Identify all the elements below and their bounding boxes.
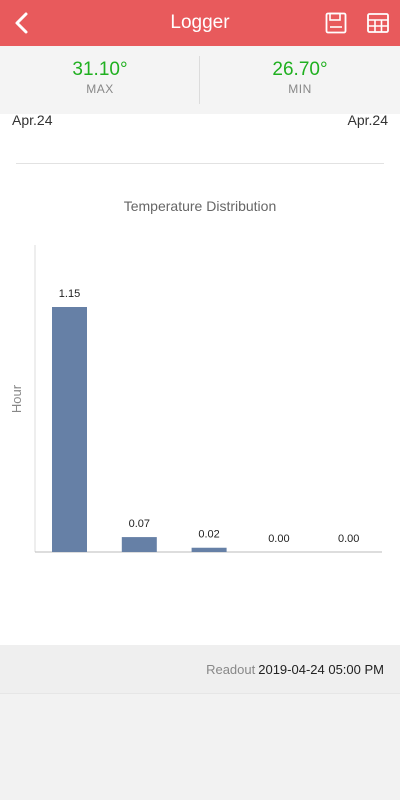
bar-0 (52, 307, 87, 552)
table-icon[interactable] (366, 11, 390, 35)
min-value: 26.70° (272, 59, 328, 80)
bar-value-label-2: 0.02 (198, 529, 219, 541)
y-axis-label: Hour (9, 384, 24, 413)
readout-value: 2019-04-24 05:00 PM (258, 662, 384, 677)
top-navigation-bar: Logger (0, 0, 400, 46)
readout-bar: Readout 2019-04-24 05:00 PM (0, 645, 400, 694)
page-title: Logger (170, 12, 230, 33)
readout: Readout 2019-04-24 05:00 PM (206, 662, 384, 677)
readout-label: Readout (206, 662, 256, 677)
max-label: MAX (86, 82, 114, 96)
date-axis-start: Apr.24 (12, 114, 53, 128)
stats-divider (199, 56, 200, 104)
bar-1 (121, 537, 157, 552)
chart-card: Apr.24 Apr.24 Temperature Distribution H… (0, 114, 400, 645)
max-value: 31.10° (72, 59, 128, 80)
temperature-summary: 31.10° MAX 26.70° MIN (0, 46, 400, 115)
chart-title: Temperature Distribution (123, 198, 277, 214)
bar-value-label-0: 1.15 (59, 288, 80, 300)
min-stat: 26.70° MIN (200, 46, 400, 114)
temperature-distribution-chart: Hour1.1526°28°0.0728°30°0.0230°32°0.0032… (9, 245, 382, 553)
bar-value-label-1: 0.07 (129, 518, 150, 530)
max-stat: 31.10° MAX (0, 46, 200, 114)
bar-2 (191, 547, 227, 552)
bar-value-label-4: 0.00 (338, 533, 359, 545)
chevron-left-icon[interactable] (8, 8, 38, 38)
save-icon[interactable] (324, 11, 348, 35)
min-label: MIN (288, 82, 312, 96)
bar-value-label-3: 0.00 (268, 533, 289, 545)
section-divider (16, 163, 384, 164)
date-axis-end: Apr.24 (347, 114, 388, 128)
